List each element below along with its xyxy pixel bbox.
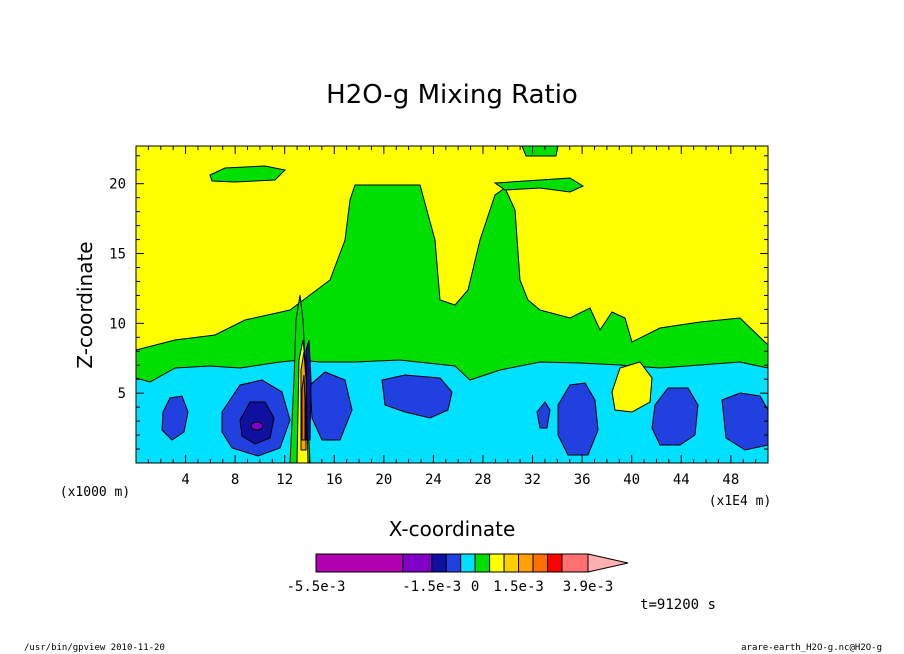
colorbar-swatch (503, 553, 520, 573)
x-tick-label: 12 (276, 472, 293, 488)
x-tick-label: 24 (425, 472, 442, 488)
time-label: t=91200 s (640, 597, 716, 613)
colorbar-swatch (431, 553, 447, 573)
x-tick-label: 8 (231, 472, 239, 488)
chart-title: H2O-g Mixing Ratio (326, 80, 578, 110)
colorbar-label: -5.5e-3 (286, 579, 345, 595)
plot-frame (135, 145, 769, 464)
contour-blue-5 (557, 382, 599, 456)
colorbar-label: 0 (471, 579, 479, 595)
contour-blue-3 (309, 371, 353, 441)
colorbar-swatch (315, 553, 404, 573)
contour-purple-core (250, 421, 264, 431)
contour-blue-7 (721, 392, 768, 451)
contour-band-green-top-right (521, 146, 559, 157)
x-tick-label: 36 (574, 472, 591, 488)
contour-plume-red (301, 374, 306, 441)
colorbar-swatch (460, 553, 476, 573)
colorbar-swatch (489, 553, 505, 573)
y-tick-label: 15 (109, 247, 126, 263)
y-axis-label: Z-coordinate (73, 241, 97, 368)
contour-blue-1 (161, 395, 189, 441)
x-axis-label: X-coordinate (389, 517, 516, 541)
colorbar-swatch (474, 553, 491, 573)
x-unit-left: (x1000 m) (60, 485, 130, 500)
x-unit-right: (x1E4 m) (709, 494, 772, 509)
x-tick-label: 20 (375, 472, 392, 488)
x-tick-label: 32 (524, 472, 541, 488)
colorbar-label: -1.5e-3 (402, 579, 461, 595)
footer-left: /usr/bin/gpview 2010-11-20 (24, 643, 165, 653)
colorbar-swatch (445, 553, 462, 573)
y-tick-label: 5 (118, 386, 126, 402)
x-tick-label: 4 (181, 472, 189, 488)
colorbar-swatch (546, 553, 563, 573)
colorbar-label: 3.9e-3 (563, 579, 614, 595)
contour-plume-negative (305, 339, 312, 441)
contour-yellow-island (611, 361, 653, 413)
contour-blue-4 (381, 374, 453, 419)
x-tick-label: 40 (623, 472, 640, 488)
contour-band-green-top-left (209, 165, 287, 183)
colorbar: -5.5e-3 -1.5e-3 0 1.5e-3 3.9e-3 (286, 553, 629, 595)
x-tick-label: 44 (673, 472, 690, 488)
colorbar-extension (587, 553, 629, 573)
x-tick-label: 28 (475, 472, 492, 488)
colorbar-swatch (561, 553, 589, 573)
footer-right: arare-earth_H2O-g.nc@H2O-g (741, 643, 882, 653)
y-tick-label: 10 (109, 316, 126, 332)
x-tick-label: 16 (326, 472, 343, 488)
colorbar-swatch (402, 553, 433, 573)
contour-band-green-top-mid (493, 177, 585, 193)
contour-blue-8 (536, 401, 551, 429)
colorbar-swatch (532, 553, 548, 573)
colorbar-label: 1.5e-3 (493, 579, 544, 595)
y-tick-label: 20 (109, 177, 126, 193)
contour-blue-6 (651, 387, 699, 446)
x-tick-label: 48 (722, 472, 739, 488)
colorbar-swatch (518, 553, 534, 573)
